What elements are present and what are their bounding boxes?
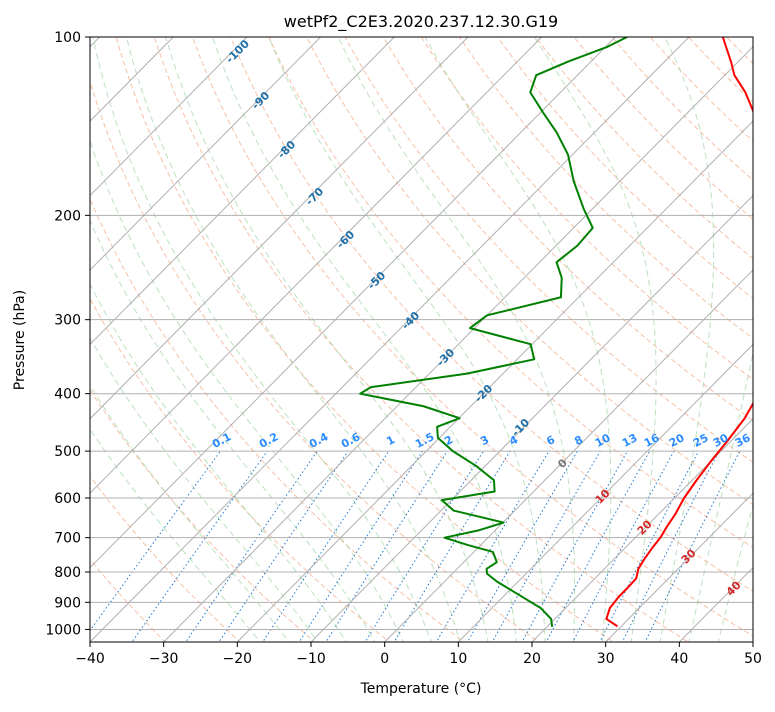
mixing-ratio-line	[621, 450, 720, 642]
x-tick-label: 10	[449, 651, 467, 667]
dry-adiabat-line	[611, 37, 753, 181]
axes: −40 −30 −20 −10 0 10 20 30 40 50 100 200 300 400 500 60…	[45, 30, 762, 667]
isotherm-line	[383, 269, 753, 642]
x-tick-label: −30	[149, 651, 179, 667]
moist-adiabat-line	[717, 502, 753, 642]
isotherm-line	[162, 46, 753, 642]
isotherm-line	[90, 37, 616, 569]
mixing-ratio-line	[644, 450, 741, 642]
x-tick-label: −20	[223, 651, 253, 667]
y-tick-label: 500	[54, 444, 81, 460]
isotherm-line	[90, 37, 690, 642]
mixing-ratio-label: 13	[620, 431, 640, 450]
mixing-ratio-line	[435, 450, 550, 642]
isotherm-line	[90, 37, 322, 271]
mixing-ratio-label: 20	[667, 431, 687, 450]
isotherm-line	[236, 120, 753, 642]
profile-line-1	[605, 37, 753, 628]
dry-adiabat-line	[115, 37, 615, 642]
mixing-ratio-label: 16	[642, 431, 662, 450]
mixing-ratio-line	[131, 450, 268, 642]
moist-adiabat-line	[90, 336, 319, 642]
y-tick-label: 600	[54, 491, 81, 507]
mixing-ratio-label: 10	[593, 431, 613, 450]
mixing-ratio-line	[90, 450, 221, 632]
dry-adiabat-line	[153, 37, 690, 642]
isotherm-line	[90, 37, 543, 494]
dry-adiabat-line	[90, 197, 465, 642]
y-tick-label: 1000	[45, 622, 81, 638]
moist-adiabat-line	[92, 37, 432, 642]
dry-adiabat-line	[90, 297, 391, 642]
dry-adiabat-line	[230, 37, 753, 592]
x-tick-label: −10	[296, 651, 326, 667]
y-tick-label: 400	[54, 387, 81, 403]
mixing-ratio-label: 30	[711, 431, 731, 450]
mixing-ratio-line	[466, 450, 578, 642]
isotherm-line	[531, 418, 753, 642]
x-tick-label: 30	[597, 651, 615, 667]
profile-line-2	[359, 37, 628, 627]
moist-adiabat-line	[659, 37, 715, 642]
dry-adiabat-line	[306, 37, 753, 506]
y-tick-label: 200	[54, 208, 81, 224]
mixing-ratio-line	[185, 450, 318, 642]
dry-adiabat-line	[573, 37, 753, 220]
x-tick-label: 0	[380, 651, 389, 667]
isotherm-line	[457, 343, 753, 642]
y-tick-label: 800	[54, 565, 81, 581]
y-tick-label: 700	[54, 531, 81, 547]
dry-adiabat-line	[268, 37, 753, 549]
mixing-ratio-label: 36	[733, 431, 753, 450]
mixing-ratio-line	[218, 450, 349, 642]
dry-adiabat-line	[90, 79, 540, 642]
isotherm-line	[90, 37, 395, 346]
moist-adiabat-line	[688, 350, 753, 642]
isotherm-line	[90, 37, 174, 122]
moist-adiabat-line	[337, 37, 576, 642]
mixing-ratio-line	[262, 450, 390, 642]
isotherm-line	[604, 492, 753, 642]
plot-frame	[89, 36, 754, 643]
mixing-ratio-line	[393, 450, 511, 642]
x-axis-label: Temperature (°C)	[360, 681, 482, 697]
y-tick-label: 100	[54, 30, 81, 46]
x-tick-label: 40	[670, 651, 688, 667]
mixing-ratio-line	[298, 450, 423, 642]
isotherm-line	[310, 194, 753, 642]
moist-adiabat-line	[424, 37, 612, 642]
isotherm-line	[90, 37, 248, 197]
dry-adiabat-line	[344, 37, 753, 463]
isotherm-line	[90, 37, 469, 420]
mixing-ratio-line	[521, 450, 629, 642]
profile-lines	[359, 37, 753, 628]
x-tick-label: 20	[523, 651, 541, 667]
x-tick-label: 50	[744, 651, 762, 667]
x-tick-label: −40	[75, 651, 105, 667]
y-tick-label: 300	[54, 313, 81, 329]
dry-adiabat-line	[191, 37, 753, 637]
background-lines	[90, 37, 753, 642]
y-axis-label: Pressure (hPa)	[12, 290, 28, 390]
mixing-ratio-label: 25	[691, 431, 711, 450]
y-tick-label: 900	[54, 595, 81, 611]
chart-title: wetPf2_C2E3.2020.237.12.30.G19	[284, 12, 558, 32]
dry-adiabat-line	[382, 37, 753, 422]
dry-adiabat-line	[497, 37, 753, 300]
